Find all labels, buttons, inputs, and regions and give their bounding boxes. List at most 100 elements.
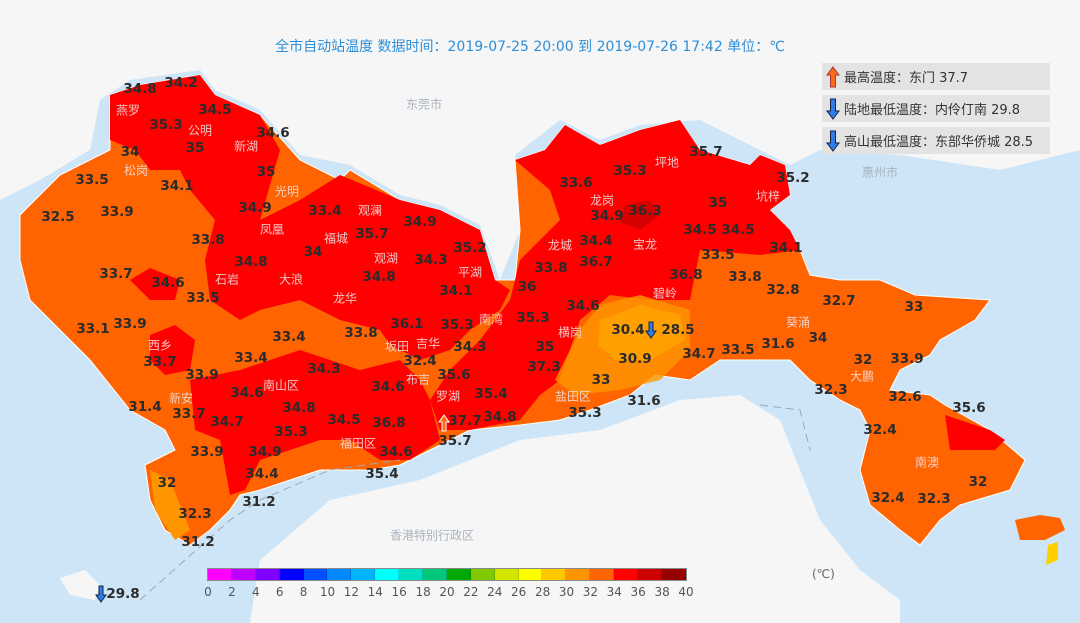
color-scale-segment bbox=[470, 569, 495, 580]
color-scale-segment bbox=[638, 569, 662, 580]
station-temperature: 33.9 bbox=[185, 367, 219, 383]
station-temperature: 34.3 bbox=[307, 361, 341, 377]
station-temperature: 34.4 bbox=[579, 233, 613, 249]
station-temperature: 33 bbox=[904, 299, 924, 315]
color-scale-segment bbox=[518, 569, 543, 580]
station-temperature: 34.9 bbox=[248, 444, 282, 460]
place-name: 龙岗 bbox=[589, 193, 615, 208]
station-temperature: 35.3 bbox=[274, 424, 308, 440]
station-temperature: 32.6 bbox=[888, 389, 922, 405]
color-scale-tick: 4 bbox=[251, 585, 260, 599]
place-name: 南湾 bbox=[478, 312, 504, 327]
station-temperature: 35.7 bbox=[689, 144, 723, 160]
place-name: 坂田 bbox=[384, 339, 410, 354]
color-scale-segment bbox=[423, 569, 447, 580]
station-temperature: 32.4 bbox=[863, 422, 897, 438]
place-name: 龙城 bbox=[547, 238, 573, 253]
color-scale-tick: 30 bbox=[558, 585, 575, 599]
station-temperature: 34.4 bbox=[245, 466, 279, 482]
station-temperature: 29.8 bbox=[106, 586, 140, 602]
station-temperature: 34.6 bbox=[230, 385, 264, 401]
mountain-min-temp-text: 高山最低温度：东部华侨城 28.5 bbox=[844, 135, 1034, 150]
station-temperature: 34.7 bbox=[210, 414, 244, 430]
station-temperature: 32.3 bbox=[917, 491, 951, 507]
land-min-temp-marker-icon bbox=[95, 585, 107, 603]
station-temperature: 34.8 bbox=[234, 254, 268, 270]
place-name: 松岗 bbox=[123, 163, 149, 178]
color-scale-tick: 16 bbox=[391, 585, 407, 599]
station-temperature: 37.3 bbox=[527, 359, 561, 375]
color-scale-tick: 22 bbox=[463, 585, 479, 599]
land-min-temp-summary: 陆地最低温度：内伶仃南 29.8 bbox=[822, 95, 1050, 122]
land-min-temp-text: 陆地最低温度：内伶仃南 29.8 bbox=[844, 103, 1021, 118]
station-temperature: 32.3 bbox=[178, 506, 212, 522]
station-temperature: 31.2 bbox=[242, 494, 276, 510]
station-temperature: 33.7 bbox=[172, 406, 206, 422]
station-temperature: 36.1 bbox=[390, 316, 424, 332]
color-scale-tick: 18 bbox=[415, 585, 431, 599]
color-scale-segment bbox=[327, 569, 352, 580]
station-temperature: 33.6 bbox=[559, 175, 593, 191]
place-name: 葵涌 bbox=[785, 315, 811, 330]
color-scale-tick: 10 bbox=[319, 585, 336, 599]
station-temperature: 35 bbox=[535, 339, 555, 355]
down-arrow-icon bbox=[826, 98, 840, 120]
place-name: 碧岭 bbox=[652, 286, 678, 301]
station-temperature: 32.7 bbox=[822, 293, 856, 309]
place-name: 新安 bbox=[168, 391, 194, 406]
color-scale-segment bbox=[542, 569, 567, 580]
station-temperature: 34.5 bbox=[721, 222, 755, 238]
station-temperature: 34.9 bbox=[238, 200, 272, 216]
place-name: 西乡 bbox=[147, 338, 173, 353]
station-temperature: 33.4 bbox=[272, 329, 306, 345]
color-scale-segment bbox=[208, 569, 232, 580]
station-temperature: 34.1 bbox=[439, 283, 473, 299]
color-scale-segment bbox=[614, 569, 639, 580]
mountain-min-temp-summary: 高山最低温度：东部华侨城 28.5 bbox=[822, 127, 1050, 154]
station-temperature: 35.3 bbox=[568, 405, 602, 421]
color-scale-unit: (℃) bbox=[812, 567, 835, 581]
station-temperature: 33.9 bbox=[190, 444, 224, 460]
place-name: 石岩 bbox=[214, 272, 240, 287]
place-name: 吉华 bbox=[415, 336, 441, 351]
color-scale-segment bbox=[255, 569, 280, 580]
color-scale-tick: 2 bbox=[228, 585, 236, 599]
max-temp-summary: 最高温度：东门 37.7 bbox=[822, 63, 1050, 90]
station-temperature: 33.9 bbox=[890, 351, 924, 367]
station-temperature: 33 bbox=[591, 372, 611, 388]
region-36-38 bbox=[620, 200, 660, 230]
color-scale-segment bbox=[494, 569, 519, 580]
station-temperature: 34.3 bbox=[453, 339, 487, 355]
station-temperature: 33.5 bbox=[75, 172, 109, 188]
color-scale-segment bbox=[231, 569, 256, 580]
place-name: 观澜 bbox=[357, 203, 383, 218]
station-temperature: 33.8 bbox=[191, 232, 225, 248]
place-name: 光明 bbox=[274, 184, 300, 199]
place-name: 燕罗 bbox=[115, 103, 141, 118]
station-temperature: 35.2 bbox=[453, 240, 487, 256]
station-temperature: 33.7 bbox=[143, 354, 177, 370]
place-name: 惠州市 bbox=[861, 165, 899, 180]
color-scale-tick: 34 bbox=[606, 585, 622, 599]
station-temperature: 34.5 bbox=[683, 222, 717, 238]
place-name: 公明 bbox=[187, 123, 213, 138]
station-temperature: 35.7 bbox=[438, 433, 472, 449]
color-scale-segment bbox=[661, 569, 686, 580]
place-name: 东莞市 bbox=[405, 97, 443, 112]
station-temperature: 35.4 bbox=[474, 386, 508, 402]
station-temperature: 35 bbox=[256, 164, 276, 180]
place-name: 布吉 bbox=[405, 372, 431, 387]
station-temperature: 34.7 bbox=[682, 346, 716, 362]
station-temperature: 34.9 bbox=[590, 208, 624, 224]
station-temperature: 33.5 bbox=[186, 290, 220, 306]
color-scale-tick: 8 bbox=[299, 585, 308, 599]
place-name: 凤凰 bbox=[259, 222, 285, 237]
station-temperature: 36.3 bbox=[628, 203, 662, 219]
station-temperature: 32 bbox=[157, 475, 177, 491]
land-hongkong bbox=[250, 395, 900, 623]
station-temperature: 31.6 bbox=[627, 393, 661, 409]
color-scale-segment bbox=[303, 569, 328, 580]
station-temperature: 35.3 bbox=[440, 317, 474, 333]
station-temperature: 32.4 bbox=[403, 353, 437, 369]
color-scale-tick: 40 bbox=[678, 585, 694, 599]
